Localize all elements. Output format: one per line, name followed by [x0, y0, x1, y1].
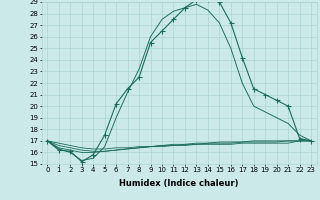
X-axis label: Humidex (Indice chaleur): Humidex (Indice chaleur)	[119, 179, 239, 188]
